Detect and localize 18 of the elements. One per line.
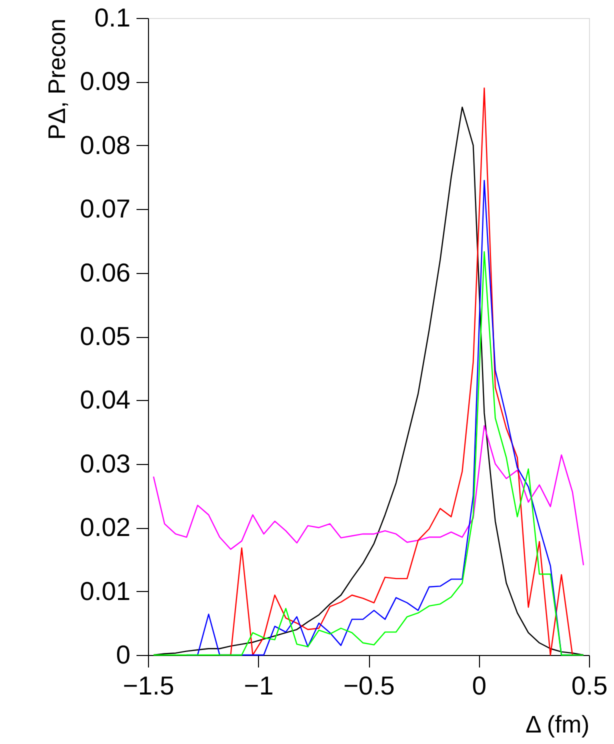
- y-tick-label: 0.06: [80, 257, 130, 288]
- y-tick-label: 0.01: [80, 576, 130, 606]
- y-tick-label: 0.07: [80, 194, 130, 224]
- y-tick-label: 0.03: [80, 448, 130, 478]
- x-tick-label: −1.5: [122, 670, 174, 700]
- y-tick-label: 0.08: [80, 130, 130, 160]
- y-tick-label: 0.09: [80, 66, 130, 96]
- x-tick-label: 0.5: [571, 670, 608, 700]
- x-axis-title: Δ (fm): [525, 712, 590, 738]
- y-tick-label: 0.05: [80, 321, 130, 351]
- y-tick-label: 0: [116, 640, 130, 670]
- x-tick-label: −1: [244, 670, 274, 700]
- y-tick-label: 0.02: [80, 512, 130, 542]
- x-tick-label: −0.5: [343, 670, 395, 700]
- y-axis-title: PΔ, Precon: [44, 18, 71, 140]
- y-tick-label: 0.1: [94, 2, 130, 32]
- x-tick-label: 0: [472, 670, 486, 700]
- y-tick-label: 0.04: [80, 384, 130, 415]
